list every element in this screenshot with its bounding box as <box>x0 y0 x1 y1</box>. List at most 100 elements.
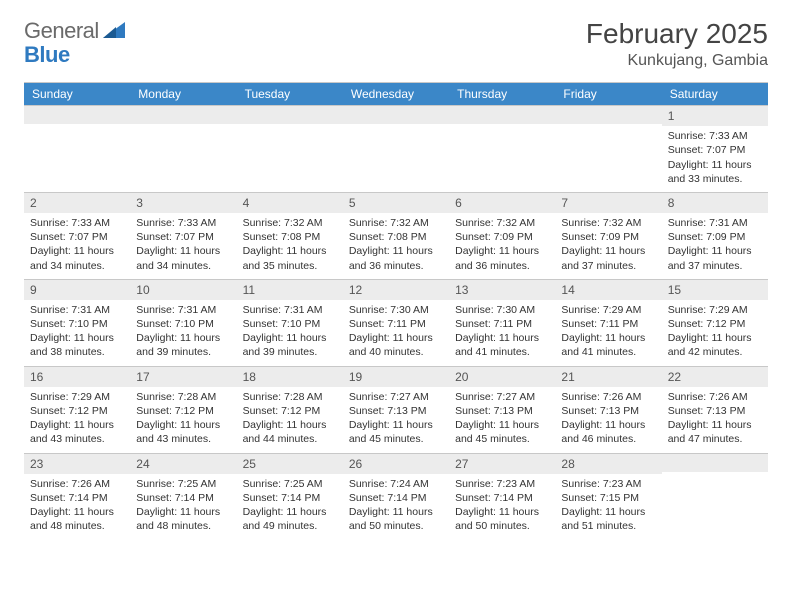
day-cell: 24Sunrise: 7:25 AMSunset: 7:14 PMDayligh… <box>130 454 236 540</box>
day-info-line: Daylight: 11 hours and 44 minutes. <box>243 418 337 446</box>
day-cell: 23Sunrise: 7:26 AMSunset: 7:14 PMDayligh… <box>24 454 130 540</box>
brand-text-2-wrap: Blue <box>24 42 70 68</box>
day-number: 12 <box>343 280 449 300</box>
day-of-week-row: SundayMondayTuesdayWednesdayThursdayFrid… <box>24 83 768 105</box>
day-number: 26 <box>343 454 449 474</box>
day-number: 5 <box>343 193 449 213</box>
day-cell: 26 Sunrise: 7:24 AMSunset: 7:14 PMDayligh… <box>343 454 449 540</box>
triangle-icon <box>103 20 125 43</box>
day-number <box>237 106 343 124</box>
week-row: 16Sunrise: 7:29 AMSunset: 7:12 PMDayligh… <box>24 366 768 453</box>
day-number <box>24 106 130 124</box>
day-info-line: Sunrise: 7:25 AM <box>136 477 230 491</box>
day-info-line: Daylight: 11 hours and 33 minutes. <box>668 158 762 186</box>
day-number <box>662 454 768 472</box>
day-info-line: Sunrise: 7:29 AM <box>30 390 124 404</box>
day-cell <box>662 454 768 540</box>
day-info-line: Sunrise: 7:28 AM <box>243 390 337 404</box>
day-cell: 9 Sunrise: 7:31 AMSunset: 7:10 PMDaylight… <box>24 280 130 366</box>
day-info-line: Sunrise: 7:30 AM <box>455 303 549 317</box>
day-cell: 7Sunrise: 7:32 AMSunset: 7:09 PMDaylight… <box>555 193 661 279</box>
brand-text-1: General <box>24 18 99 44</box>
day-info-line: Sunset: 7:14 PM <box>349 491 443 505</box>
day-info-line: Sunset: 7:10 PM <box>30 317 124 331</box>
day-info-line: Daylight: 11 hours and 51 minutes. <box>561 505 655 533</box>
day-cell: 1Sunrise: 7:33 AMSunset: 7:07 PMDaylight… <box>662 106 768 192</box>
day-info-line: Daylight: 11 hours and 36 minutes. <box>455 244 549 272</box>
day-info-line: Daylight: 11 hours and 50 minutes. <box>455 505 549 533</box>
day-info-line: Sunrise: 7:33 AM <box>668 129 762 143</box>
day-cell: 16Sunrise: 7:29 AMSunset: 7:12 PMDayligh… <box>24 367 130 453</box>
day-info-line: Sunset: 7:12 PM <box>668 317 762 331</box>
day-info-line: Sunset: 7:09 PM <box>561 230 655 244</box>
day-info-line: Sunrise: 7:24 AM <box>349 477 443 491</box>
day-number: 27 <box>449 454 555 474</box>
day-number <box>343 106 449 124</box>
dow-label: Tuesday <box>237 83 343 105</box>
day-info-line: Daylight: 11 hours and 50 minutes. <box>349 505 443 533</box>
day-cell: 20Sunrise: 7:27 AMSunset: 7:13 PMDayligh… <box>449 367 555 453</box>
title-block: February 2025 Kunkujang, Gambia <box>586 18 768 70</box>
day-cell <box>343 106 449 192</box>
day-cell: 28Sunrise: 7:23 AMSunset: 7:15 PMDayligh… <box>555 454 661 540</box>
day-info-line: Sunset: 7:13 PM <box>455 404 549 418</box>
day-number: 15 <box>662 280 768 300</box>
day-number: 10 <box>130 280 236 300</box>
day-info-line: Sunrise: 7:23 AM <box>455 477 549 491</box>
day-number <box>449 106 555 124</box>
day-number: 19 <box>343 367 449 387</box>
day-info-line: Sunrise: 7:31 AM <box>30 303 124 317</box>
day-number: 4 <box>237 193 343 213</box>
day-info-line: Daylight: 11 hours and 40 minutes. <box>349 331 443 359</box>
day-info-line: Daylight: 11 hours and 49 minutes. <box>243 505 337 533</box>
month-title: February 2025 <box>586 18 768 50</box>
day-number: 3 <box>130 193 236 213</box>
day-info-line: Daylight: 11 hours and 37 minutes. <box>668 244 762 272</box>
day-info-line: Sunset: 7:10 PM <box>243 317 337 331</box>
day-info-line: Sunrise: 7:27 AM <box>349 390 443 404</box>
dow-label: Friday <box>555 83 661 105</box>
day-number: 23 <box>24 454 130 474</box>
day-info-line: Sunset: 7:13 PM <box>349 404 443 418</box>
day-cell <box>237 106 343 192</box>
day-info-line: Daylight: 11 hours and 43 minutes. <box>30 418 124 446</box>
day-info-line: Sunrise: 7:32 AM <box>349 216 443 230</box>
day-info-line: Daylight: 11 hours and 35 minutes. <box>243 244 337 272</box>
day-info-line: Sunset: 7:09 PM <box>668 230 762 244</box>
week-row: 23Sunrise: 7:26 AMSunset: 7:14 PMDayligh… <box>24 453 768 540</box>
day-cell: 13Sunrise: 7:30 AMSunset: 7:11 PMDayligh… <box>449 280 555 366</box>
brand-logo: General <box>24 18 127 44</box>
day-cell <box>449 106 555 192</box>
day-info-line: Daylight: 11 hours and 41 minutes. <box>561 331 655 359</box>
day-number: 28 <box>555 454 661 474</box>
day-number: 2 <box>24 193 130 213</box>
day-cell <box>130 106 236 192</box>
day-info-line: Daylight: 11 hours and 42 minutes. <box>668 331 762 359</box>
day-number: 16 <box>24 367 130 387</box>
day-number: 8 <box>662 193 768 213</box>
day-number: 18 <box>237 367 343 387</box>
day-info-line: Daylight: 11 hours and 46 minutes. <box>561 418 655 446</box>
day-cell: 14Sunrise: 7:29 AMSunset: 7:11 PMDayligh… <box>555 280 661 366</box>
day-info-line: Sunrise: 7:30 AM <box>349 303 443 317</box>
day-info-line: Sunset: 7:13 PM <box>561 404 655 418</box>
dow-label: Monday <box>130 83 236 105</box>
day-info-line: Daylight: 11 hours and 38 minutes. <box>30 331 124 359</box>
header: General February 2025 Kunkujang, Gambia <box>24 18 768 70</box>
day-info-line: Sunset: 7:08 PM <box>243 230 337 244</box>
day-info-line: Sunrise: 7:33 AM <box>136 216 230 230</box>
day-info-line: Daylight: 11 hours and 37 minutes. <box>561 244 655 272</box>
day-cell: 10Sunrise: 7:31 AMSunset: 7:10 PMDayligh… <box>130 280 236 366</box>
day-info-line: Daylight: 11 hours and 45 minutes. <box>349 418 443 446</box>
day-info-line: Daylight: 11 hours and 48 minutes. <box>136 505 230 533</box>
day-number: 13 <box>449 280 555 300</box>
day-cell: 25Sunrise: 7:25 AMSunset: 7:14 PMDayligh… <box>237 454 343 540</box>
day-cell: 11Sunrise: 7:31 AMSunset: 7:10 PMDayligh… <box>237 280 343 366</box>
day-info-line: Sunrise: 7:31 AM <box>243 303 337 317</box>
day-info-line: Sunrise: 7:32 AM <box>561 216 655 230</box>
day-number: 9 <box>24 280 130 300</box>
day-info-line: Sunrise: 7:23 AM <box>561 477 655 491</box>
week-row: 2Sunrise: 7:33 AMSunset: 7:07 PMDaylight… <box>24 192 768 279</box>
day-cell: 17Sunrise: 7:28 AMSunset: 7:12 PMDayligh… <box>130 367 236 453</box>
day-number: 22 <box>662 367 768 387</box>
